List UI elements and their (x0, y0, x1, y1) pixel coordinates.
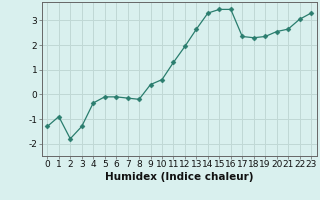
X-axis label: Humidex (Indice chaleur): Humidex (Indice chaleur) (105, 172, 253, 182)
